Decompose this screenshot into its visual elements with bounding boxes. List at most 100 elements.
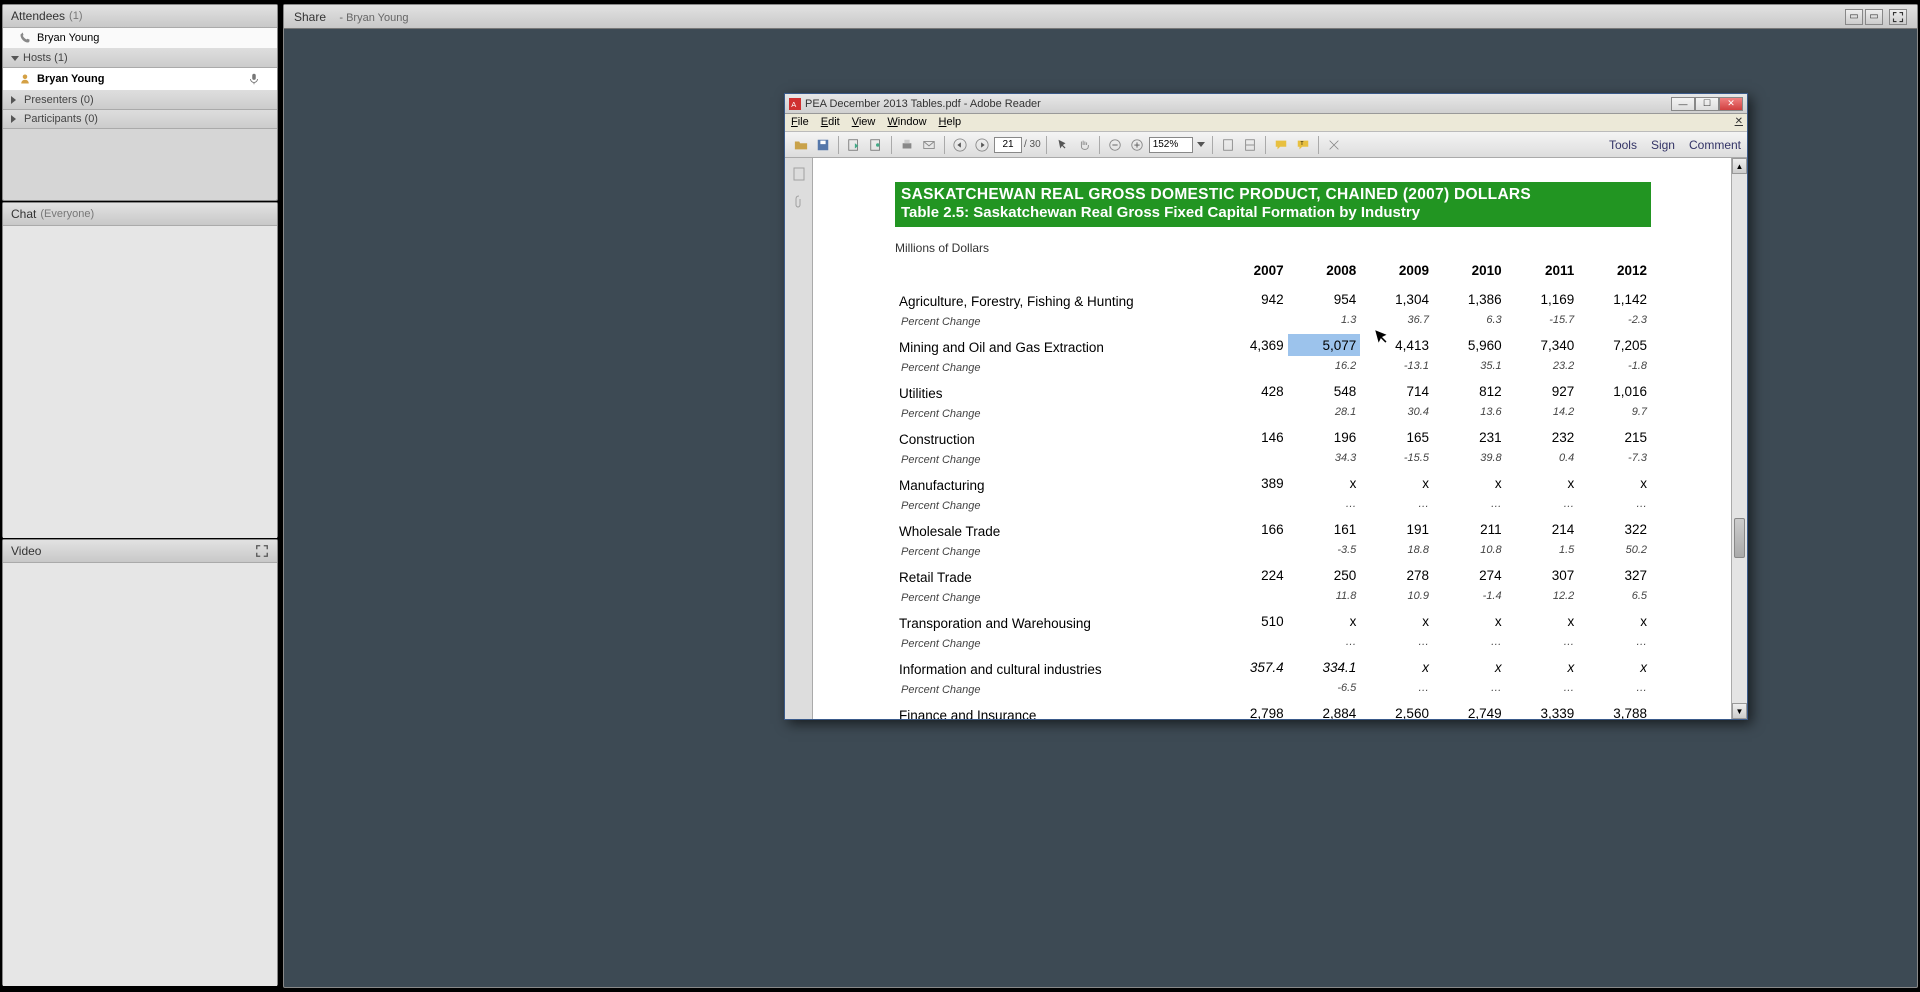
data-cell: 7,340 — [1506, 334, 1579, 356]
minimize-button[interactable]: — — [1671, 97, 1695, 111]
tools-tab[interactable]: Tools — [1609, 138, 1637, 152]
maximize-button[interactable]: ☐ — [1695, 97, 1719, 111]
pct-cell: 10.9 — [1360, 586, 1433, 610]
doc-close-button[interactable]: ✕ — [1735, 116, 1743, 127]
attendees-header[interactable]: Attendees (1) — [3, 5, 277, 28]
data-cell: 2,749 — [1433, 702, 1506, 719]
sign-tab[interactable]: Sign — [1651, 138, 1675, 152]
pct-cell — [1215, 632, 1288, 656]
presenters-label: Presenters (0) — [24, 94, 94, 106]
convert-button[interactable] — [844, 135, 864, 155]
pct-cell: -6.5 — [1288, 678, 1361, 702]
page-viewport[interactable]: SASKATCHEWAN REAL GROSS DOMESTIC PRODUCT… — [813, 158, 1747, 719]
chat-body[interactable] — [3, 226, 277, 538]
video-body — [3, 563, 277, 986]
pct-cell: 14.2 — [1506, 402, 1579, 426]
vertical-scrollbar[interactable]: ▲ ▼ — [1731, 158, 1747, 719]
fullscreen-icon[interactable] — [255, 544, 269, 558]
data-cell: 231 — [1433, 426, 1506, 448]
data-cell: 954 — [1288, 288, 1361, 310]
prev-page-button[interactable] — [950, 135, 970, 155]
hand-tool[interactable] — [1074, 135, 1094, 155]
zoom-out-button[interactable] — [1105, 135, 1125, 155]
data-cell: 812 — [1433, 380, 1506, 402]
zoom-in-button[interactable] — [1127, 135, 1147, 155]
view-mode-1-button[interactable]: ▭ — [1845, 9, 1863, 25]
page-total: / 30 — [1024, 139, 1041, 150]
select-tool[interactable] — [1052, 135, 1072, 155]
pct-cell: -1.4 — [1433, 586, 1506, 610]
chevron-right-icon — [11, 115, 20, 123]
pct-cell: … — [1506, 632, 1579, 656]
doc-title-2: Table 2.5: Saskatchewan Real Gross Fixed… — [901, 204, 1645, 221]
close-button[interactable]: ✕ — [1719, 97, 1743, 111]
menu-file[interactable]: File — [791, 116, 809, 129]
thumbnails-icon[interactable] — [791, 166, 807, 182]
data-cell: x — [1433, 472, 1506, 494]
pct-cell: … — [1288, 632, 1361, 656]
next-page-button[interactable] — [972, 135, 992, 155]
row-name: Transporation and Warehousing — [895, 610, 1215, 632]
pct-cell: 1.5 — [1506, 540, 1579, 564]
share-controls: ▭ ▭ — [1845, 9, 1907, 25]
menu-view[interactable]: View — [852, 116, 876, 129]
pct-cell: 0.4 — [1506, 448, 1579, 472]
year-header: 2010 — [1433, 259, 1506, 288]
pct-label: Percent Change — [895, 586, 1215, 610]
data-cell: 232 — [1506, 426, 1579, 448]
pct-cell: … — [1578, 678, 1651, 702]
video-header[interactable]: Video — [3, 540, 277, 563]
comment-tab[interactable]: Comment — [1689, 138, 1741, 152]
data-cell: 250 — [1288, 564, 1361, 586]
open-button[interactable] — [791, 135, 811, 155]
goto-button[interactable] — [866, 135, 886, 155]
hosts-row[interactable]: Hosts (1) — [3, 49, 277, 68]
attachments-icon[interactable] — [791, 194, 807, 210]
data-cell: 215 — [1578, 426, 1651, 448]
data-cell: 191 — [1360, 518, 1433, 540]
window-titlebar[interactable]: A PEA December 2013 Tables.pdf - Adobe R… — [785, 94, 1747, 114]
comment-button[interactable] — [1271, 135, 1291, 155]
pct-cell: -15.7 — [1506, 310, 1579, 334]
attendee-self[interactable]: Bryan Young — [3, 28, 277, 49]
year-header: 2007 — [1215, 259, 1288, 288]
page-input[interactable]: 21 — [994, 137, 1022, 153]
pct-label: Percent Change — [895, 310, 1215, 334]
host-entry[interactable]: Bryan Young — [3, 68, 277, 91]
year-header: 2011 — [1506, 259, 1579, 288]
fit-page-button[interactable] — [1218, 135, 1238, 155]
menu-edit[interactable]: Edit — [821, 116, 840, 129]
data-cell: 2,560 — [1360, 702, 1433, 719]
data-cell: 4,369 — [1215, 334, 1288, 356]
fullscreen-button[interactable] — [1889, 9, 1907, 25]
scroll-down-button[interactable]: ▼ — [1732, 703, 1747, 719]
pct-cell: 50.2 — [1578, 540, 1651, 564]
scroll-thumb[interactable] — [1734, 518, 1745, 558]
save-button[interactable] — [813, 135, 833, 155]
zoom-dropdown[interactable] — [1195, 135, 1207, 155]
pct-cell: 34.3 — [1288, 448, 1361, 472]
doc-title-1: SASKATCHEWAN REAL GROSS DOMESTIC PRODUCT… — [901, 186, 1645, 204]
presenters-row[interactable]: Presenters (0) — [3, 91, 277, 110]
chat-header[interactable]: Chat (Everyone) — [3, 203, 277, 226]
data-cell: 5,960 — [1433, 334, 1506, 356]
highlight-button[interactable]: T — [1293, 135, 1313, 155]
scroll-up-button[interactable]: ▲ — [1732, 158, 1747, 174]
menu-help[interactable]: Help — [939, 116, 962, 129]
zoom-input[interactable]: 152% — [1149, 137, 1193, 153]
data-cell: x — [1506, 610, 1579, 632]
data-cell: 196 — [1288, 426, 1361, 448]
pct-cell: … — [1433, 678, 1506, 702]
view-mode-2-button[interactable]: ▭ — [1865, 9, 1883, 25]
participants-row[interactable]: Participants (0) — [3, 110, 277, 129]
fit-width-button[interactable] — [1240, 135, 1260, 155]
pct-cell: -1.8 — [1578, 356, 1651, 380]
email-button[interactable] — [919, 135, 939, 155]
menubar: File Edit View Window Help ✕ — [785, 114, 1747, 132]
pct-label: Percent Change — [895, 678, 1215, 702]
print-button[interactable] — [897, 135, 917, 155]
data-table: 200720082009201020112012 Agriculture, Fo… — [895, 259, 1651, 719]
read-mode-button[interactable] — [1324, 135, 1344, 155]
share-header: Share - Bryan Young ▭ ▭ — [284, 5, 1917, 29]
menu-window[interactable]: Window — [887, 116, 926, 129]
